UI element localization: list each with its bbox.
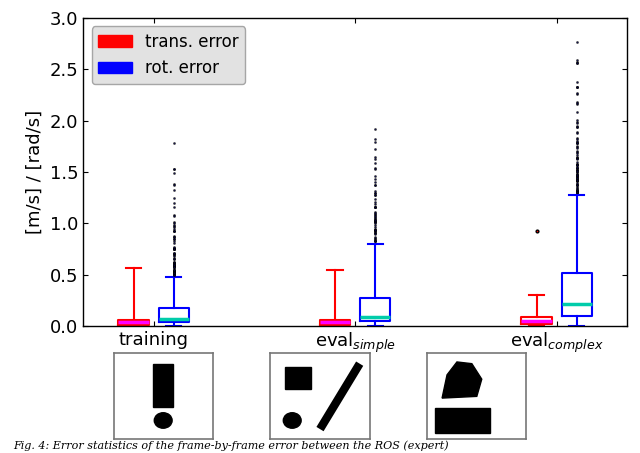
Text: Fig. 4: Error statistics of the frame-by-frame error between the ROS (expert): Fig. 4: Error statistics of the frame-by… (13, 440, 449, 451)
Bar (285, 367, 311, 390)
Circle shape (284, 413, 301, 428)
Circle shape (154, 413, 172, 428)
Bar (435, 409, 490, 433)
Legend: trans. error, rot. error: trans. error, rot. error (92, 26, 245, 84)
Polygon shape (442, 362, 482, 398)
Y-axis label: [m/s] / [rad/s]: [m/s] / [rad/s] (26, 110, 44, 234)
Bar (154, 364, 173, 407)
